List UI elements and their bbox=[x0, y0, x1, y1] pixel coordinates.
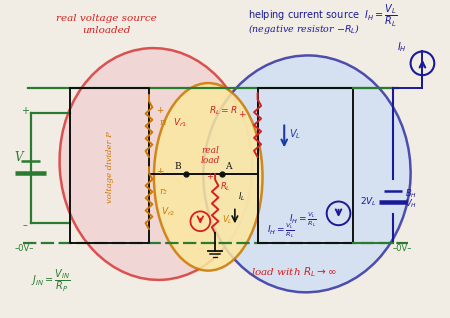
Text: –0V–: –0V– bbox=[15, 245, 34, 253]
Text: helping current source  $I_H = \dfrac{V_L}{R_L}$: helping current source $I_H = \dfrac{V_L… bbox=[248, 3, 397, 29]
Ellipse shape bbox=[59, 48, 252, 280]
Text: $B_H$: $B_H$ bbox=[405, 187, 417, 200]
Text: V: V bbox=[14, 151, 23, 163]
Text: +: + bbox=[156, 106, 163, 115]
Ellipse shape bbox=[154, 83, 262, 271]
Text: $V_{r1}$: $V_{r1}$ bbox=[173, 116, 187, 129]
Text: $V_L$: $V_L$ bbox=[289, 128, 301, 141]
Text: +: + bbox=[206, 172, 213, 181]
Text: +: + bbox=[21, 106, 29, 116]
Text: $I_H = \frac{V_L}{R_L}$: $I_H = \frac{V_L}{R_L}$ bbox=[289, 210, 317, 229]
Text: (negative resistor $-R_L$): (negative resistor $-R_L$) bbox=[248, 22, 360, 36]
Text: $I_L$: $I_L$ bbox=[238, 190, 245, 203]
Text: $V_{r2}$: $V_{r2}$ bbox=[161, 205, 175, 218]
Text: $J_{IN} = \dfrac{V_{IN}}{R_P}$: $J_{IN} = \dfrac{V_{IN}}{R_P}$ bbox=[31, 267, 71, 294]
Ellipse shape bbox=[203, 55, 410, 292]
Text: load with $R_L \rightarrow \infty$: load with $R_L \rightarrow \infty$ bbox=[251, 266, 337, 280]
Text: $R_L=R$: $R_L=R$ bbox=[209, 104, 238, 117]
Text: voltage divider P: voltage divider P bbox=[105, 131, 113, 203]
Text: r₂: r₂ bbox=[159, 187, 167, 196]
Text: $2V_L$: $2V_L$ bbox=[360, 195, 377, 208]
Text: +: + bbox=[238, 110, 246, 119]
Text: –0V–: –0V– bbox=[393, 245, 413, 253]
Text: –: – bbox=[22, 220, 27, 230]
Text: +: + bbox=[156, 167, 163, 176]
Text: real voltage source: real voltage source bbox=[56, 14, 157, 24]
Text: A: A bbox=[225, 162, 231, 171]
Text: r₁: r₁ bbox=[159, 118, 167, 127]
Text: $V_L$: $V_L$ bbox=[222, 213, 233, 225]
Text: $I_H = \frac{V_L}{R_L}$: $I_H = \frac{V_L}{R_L}$ bbox=[267, 222, 295, 240]
Text: $I_H$: $I_H$ bbox=[397, 41, 407, 54]
Text: load: load bbox=[201, 156, 220, 164]
Text: $R_L$: $R_L$ bbox=[220, 180, 231, 193]
Text: real: real bbox=[201, 146, 219, 155]
Text: unloaded: unloaded bbox=[82, 26, 131, 35]
Text: $V_H$: $V_H$ bbox=[405, 197, 417, 210]
Text: B: B bbox=[175, 162, 181, 171]
